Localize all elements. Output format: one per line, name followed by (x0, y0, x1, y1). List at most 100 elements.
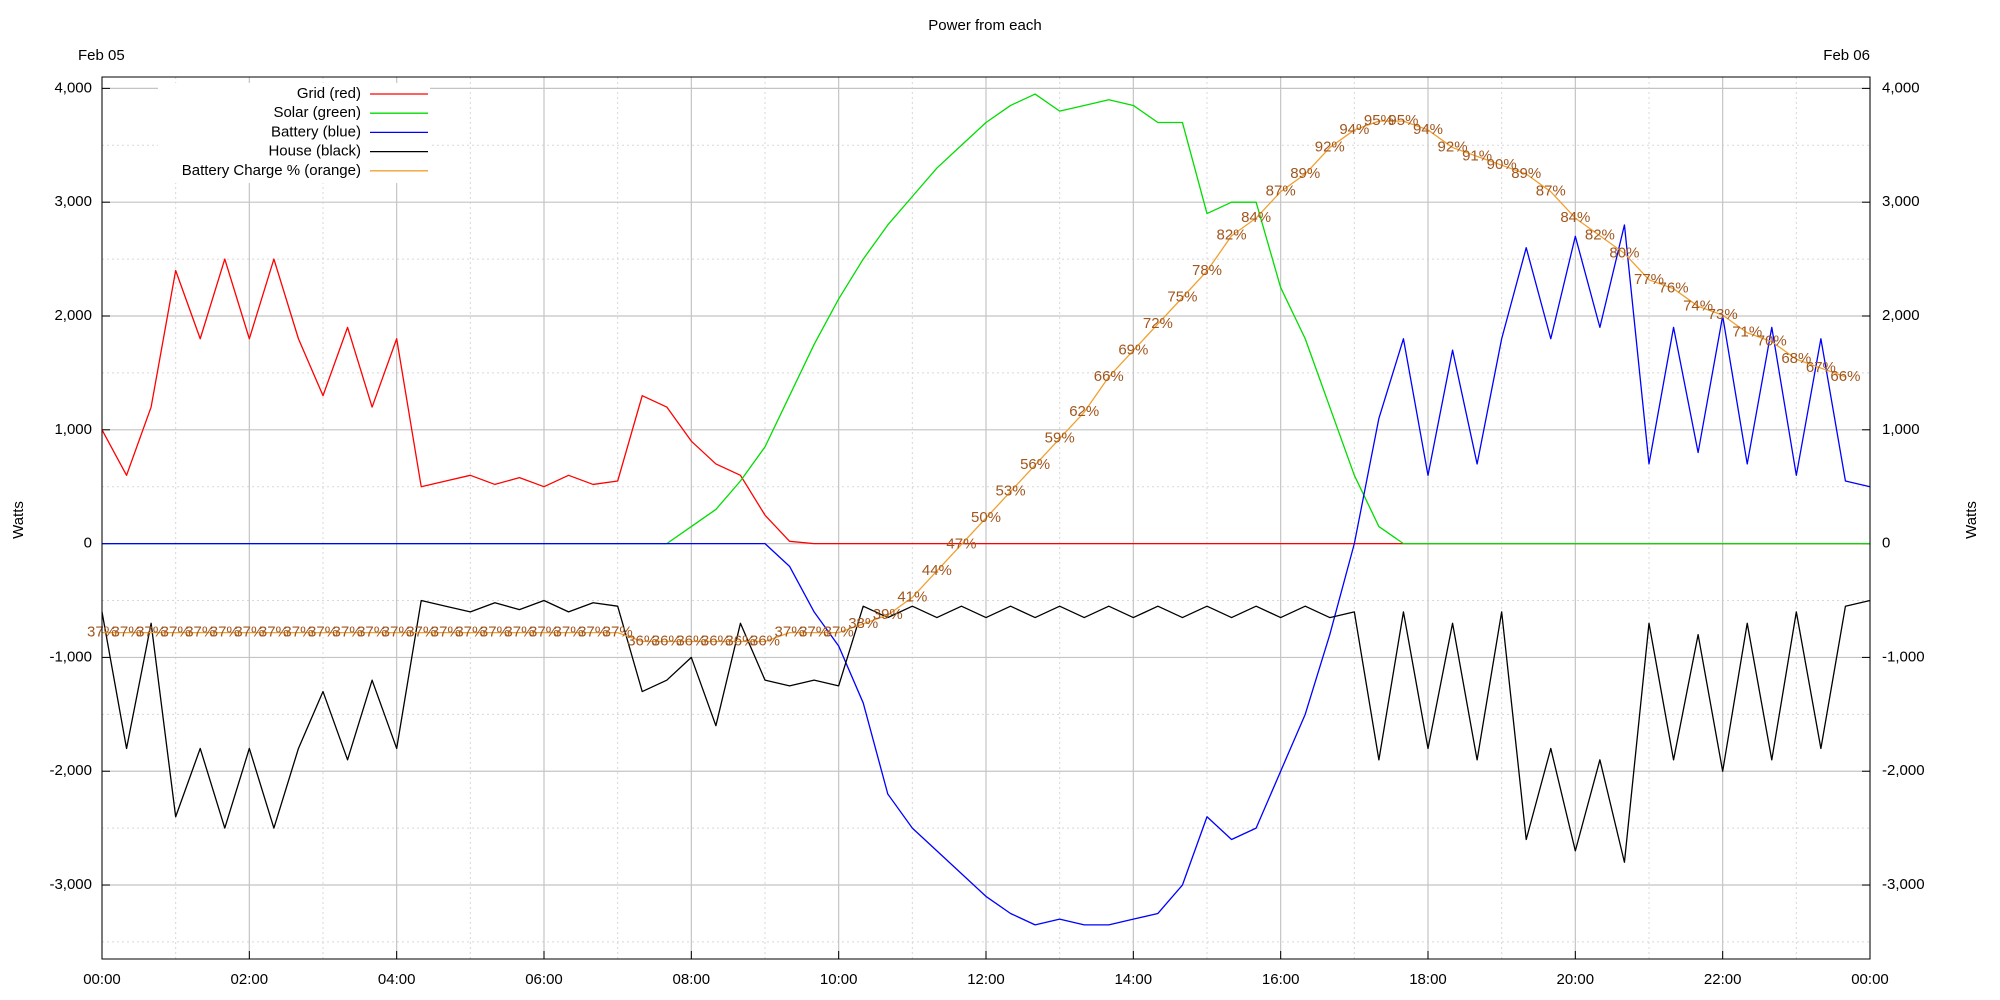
legend-label: Battery (blue) (271, 123, 361, 140)
legend-label: Solar (green) (273, 104, 361, 121)
y-tick-label: -3,000 (49, 876, 92, 893)
value-label: 78% (1192, 262, 1222, 279)
legend-label: Grid (red) (297, 85, 361, 102)
y-tick-label: -1,000 (49, 648, 92, 665)
value-label: 89% (1290, 165, 1320, 182)
x-tick-label: 04:00 (378, 971, 416, 988)
value-label: 37% (431, 624, 461, 641)
value-label: 74% (1683, 297, 1713, 314)
value-label: 37% (210, 624, 240, 641)
value-label: 37% (161, 624, 191, 641)
value-label: 94% (1413, 121, 1443, 138)
value-label: 37% (480, 624, 510, 641)
chart-title: Power from each (928, 17, 1041, 34)
value-label: 82% (1585, 227, 1615, 244)
legend-label: Battery Charge % (orange) (182, 162, 361, 179)
value-label: 37% (234, 624, 264, 641)
value-label: 66% (1830, 368, 1860, 385)
value-label: 95% (1364, 112, 1394, 129)
value-label: 94% (1339, 121, 1369, 138)
series-line (101, 599, 1871, 863)
value-label: 87% (1266, 183, 1296, 200)
y-tick-label: 1,000 (54, 421, 92, 438)
x-tick-label: 16:00 (1262, 971, 1300, 988)
series-line (102, 224, 1871, 926)
value-label: 62% (1069, 403, 1099, 420)
value-label: 53% (996, 483, 1026, 500)
value-label: 36% (725, 632, 755, 649)
value-label: 82% (1217, 227, 1247, 244)
value-label: 92% (1315, 139, 1345, 156)
value-label: 76% (1659, 280, 1689, 297)
date-left: Feb 05 (78, 47, 125, 64)
value-label: 91% (1462, 147, 1492, 164)
value-label: 68% (1781, 350, 1811, 367)
value-label: 70% (1757, 333, 1787, 350)
value-label: 72% (1143, 315, 1173, 332)
plot-frame (101, 76, 1871, 960)
data-layer (101, 93, 1871, 926)
value-label: 50% (971, 509, 1001, 526)
x-tick-label: 00:00 (1851, 971, 1889, 988)
value-label: 47% (946, 535, 976, 552)
value-label: 41% (897, 588, 927, 605)
value-label: 37% (259, 624, 289, 641)
value-label: 66% (1094, 368, 1124, 385)
value-label: 37% (799, 624, 829, 641)
value-label: 37% (824, 624, 854, 641)
y-tick-label-right: 1,000 (1882, 421, 1920, 438)
y-tick-label-right: -3,000 (1882, 876, 1925, 893)
value-label: 37% (603, 624, 633, 641)
value-label: 95% (1388, 112, 1418, 129)
value-label: 37% (112, 624, 142, 641)
label-layer: 00:00 02:00 04:00 06:00 08:00 10:00 12:00 14:00… (49, 79, 1924, 988)
value-label: 44% (922, 562, 952, 579)
value-label: 37% (504, 624, 534, 641)
value-label: 37% (578, 624, 608, 641)
value-label: 37% (406, 624, 436, 641)
value-label: 92% (1438, 139, 1468, 156)
y-tick-label: -2,000 (49, 762, 92, 779)
y-tick-label: 4,000 (54, 79, 92, 96)
value-label: 37% (382, 624, 412, 641)
x-tick-label: 08:00 (673, 971, 711, 988)
value-label: 67% (1806, 359, 1836, 376)
x-tick-label: 14:00 (1115, 971, 1153, 988)
value-label: 87% (1536, 183, 1566, 200)
date-right: Feb 06 (1823, 47, 1870, 64)
y-tick-label: 2,000 (54, 307, 92, 324)
value-label: 37% (357, 624, 387, 641)
series-line (102, 120, 1846, 643)
value-label: 37% (308, 624, 338, 641)
y-tick-label-right: 2,000 (1882, 307, 1920, 324)
value-label: 36% (701, 632, 731, 649)
value-label: 37% (333, 624, 363, 641)
value-label: 59% (1045, 430, 1075, 447)
y-tick-label-right: -2,000 (1882, 762, 1925, 779)
x-tick-label: 22:00 (1704, 971, 1742, 988)
value-label: 84% (1560, 209, 1590, 226)
value-label: 36% (652, 632, 682, 649)
y-tick-label: 0 (84, 535, 92, 552)
value-label: 36% (627, 632, 657, 649)
value-label: 77% (1634, 271, 1664, 288)
value-label: 38% (848, 615, 878, 632)
y-tick-label-right: -1,000 (1882, 648, 1925, 665)
value-label: 89% (1511, 165, 1541, 182)
value-label: 84% (1241, 209, 1271, 226)
y-tick-label: 3,000 (54, 193, 92, 210)
value-label: 37% (775, 624, 805, 641)
x-tick-label: 06:00 (525, 971, 563, 988)
y-axis-label-right: Watts (1963, 501, 1980, 539)
value-label: 73% (1708, 306, 1738, 323)
value-label: 37% (455, 624, 485, 641)
value-label: 90% (1487, 156, 1517, 173)
value-label: 37% (283, 624, 313, 641)
value-label: 71% (1732, 324, 1762, 341)
y-axis-label: Watts (10, 501, 27, 539)
value-label: 56% (1020, 456, 1050, 473)
value-label: 39% (873, 606, 903, 623)
y-tick-label-right: 4,000 (1882, 79, 1920, 96)
y-tick-label-right: 3,000 (1882, 193, 1920, 210)
